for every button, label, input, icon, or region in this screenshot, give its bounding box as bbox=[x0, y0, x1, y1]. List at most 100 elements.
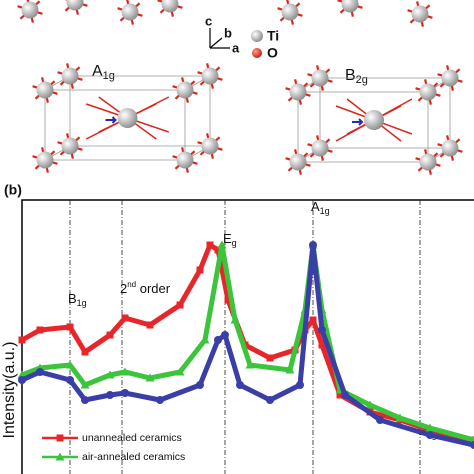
marker bbox=[236, 381, 244, 389]
ti-atom bbox=[121, 3, 139, 21]
marker bbox=[309, 241, 317, 249]
marker bbox=[214, 246, 222, 254]
marker bbox=[81, 348, 89, 356]
marker bbox=[196, 266, 204, 274]
marker bbox=[18, 376, 26, 384]
legend-marker bbox=[55, 452, 65, 461]
mode-annotation: 2nd order bbox=[120, 280, 171, 296]
marker bbox=[376, 416, 384, 424]
ti-atom bbox=[36, 81, 54, 99]
ti-atom bbox=[419, 83, 437, 101]
marker bbox=[80, 380, 90, 389]
ti-atom bbox=[311, 69, 329, 87]
structure-panel: c b a Ti O A1g B2g bbox=[17, 0, 463, 175]
mode-label: A1g bbox=[92, 63, 115, 82]
ti-atom bbox=[289, 153, 307, 171]
ti-atom bbox=[289, 83, 307, 101]
annotation-sub: 1g bbox=[320, 206, 330, 216]
marker bbox=[66, 376, 74, 384]
displacement-arrow bbox=[352, 118, 364, 126]
annotation-main: E bbox=[223, 231, 232, 246]
y-axis-label: Intensity(a.u.) bbox=[1, 342, 18, 439]
marker bbox=[336, 391, 344, 399]
marker bbox=[65, 360, 75, 369]
marker bbox=[121, 389, 129, 397]
ti-atom bbox=[341, 0, 359, 13]
ti-atom bbox=[441, 69, 459, 87]
marker bbox=[341, 391, 349, 399]
o-key bbox=[252, 48, 262, 58]
marker bbox=[296, 381, 304, 389]
panel-label: (b) bbox=[4, 182, 22, 198]
annotation-sub: g bbox=[232, 238, 237, 248]
legend-label: O bbox=[267, 45, 278, 61]
marker bbox=[221, 331, 229, 339]
ti-atom bbox=[176, 81, 194, 99]
ti-atom bbox=[201, 137, 219, 155]
ti-atom bbox=[419, 153, 437, 171]
annotation-rest: order bbox=[136, 281, 171, 296]
marker bbox=[196, 381, 204, 389]
ti-atom bbox=[161, 0, 179, 13]
marker bbox=[318, 326, 326, 334]
marker bbox=[66, 323, 74, 331]
marker bbox=[285, 365, 295, 374]
annotation-sup: nd bbox=[127, 280, 136, 289]
marker bbox=[145, 373, 155, 382]
marker bbox=[395, 413, 405, 422]
mode-label: B2g bbox=[345, 67, 368, 86]
marker bbox=[365, 400, 375, 409]
ti-atom bbox=[281, 3, 299, 21]
marker bbox=[18, 336, 26, 344]
marker bbox=[266, 354, 274, 362]
mode-annotation: Eg bbox=[223, 231, 237, 248]
marker bbox=[224, 296, 232, 304]
marker bbox=[425, 423, 435, 432]
marker bbox=[470, 441, 474, 449]
marker bbox=[266, 396, 274, 404]
axis-label: a bbox=[232, 40, 240, 55]
ti-atom bbox=[176, 151, 194, 169]
annotation-sub: 1g bbox=[77, 298, 87, 308]
ti-atom bbox=[117, 108, 138, 128]
mode-annotation: B1g bbox=[68, 291, 87, 308]
marker bbox=[175, 367, 185, 376]
marker bbox=[36, 368, 44, 376]
axis-label: c bbox=[205, 13, 212, 28]
legend-label: Ti bbox=[267, 28, 279, 44]
ti-atom bbox=[61, 137, 79, 155]
marker bbox=[120, 367, 130, 376]
ti-atom bbox=[21, 1, 39, 19]
ti-atom bbox=[411, 5, 429, 23]
marker bbox=[106, 391, 114, 399]
marker bbox=[146, 321, 154, 329]
annotation-main: B bbox=[68, 291, 77, 306]
marker bbox=[121, 314, 129, 322]
marker bbox=[156, 396, 164, 404]
marker bbox=[200, 335, 210, 344]
marker bbox=[217, 240, 227, 249]
marker bbox=[309, 316, 317, 324]
ti-atom bbox=[61, 67, 79, 85]
marker bbox=[318, 341, 326, 349]
ti-atom bbox=[311, 139, 329, 157]
marker bbox=[105, 370, 115, 379]
marker bbox=[176, 301, 184, 309]
marker bbox=[426, 431, 434, 439]
displacement-arrow bbox=[105, 116, 117, 124]
mode-annotation: A1g bbox=[311, 199, 330, 216]
legend-label: air-annealed ceramics bbox=[82, 451, 185, 463]
annotation-main: A bbox=[311, 199, 320, 214]
legend-marker bbox=[56, 434, 64, 442]
marker bbox=[36, 326, 44, 334]
ti-atom bbox=[364, 110, 384, 130]
ti-key bbox=[251, 30, 263, 42]
ti-atom bbox=[441, 139, 459, 157]
ti-atom bbox=[201, 67, 219, 85]
axis-arrow bbox=[209, 37, 223, 49]
marker bbox=[230, 315, 240, 324]
ti-atom bbox=[36, 151, 54, 169]
axis-label: b bbox=[224, 25, 232, 40]
